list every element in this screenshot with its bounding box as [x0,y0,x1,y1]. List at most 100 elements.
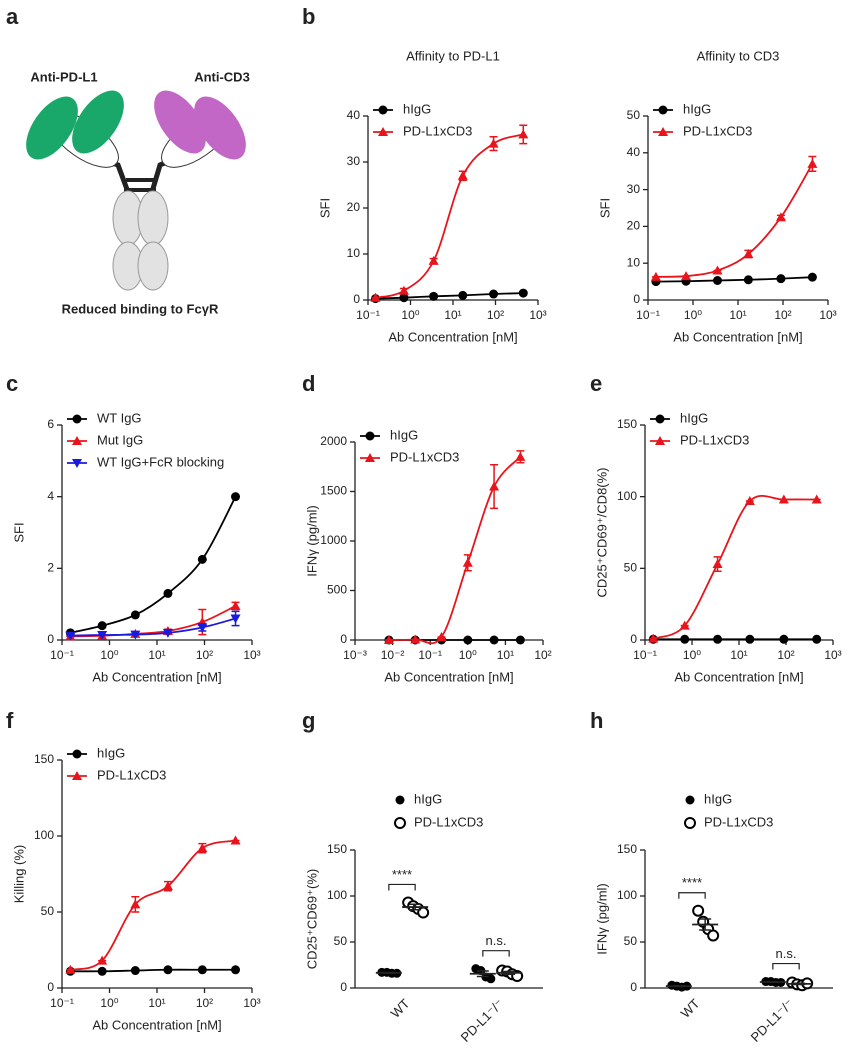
y-tick-label: 0 [630,632,637,646]
point [712,559,723,569]
x-tick-label: 10³ [824,648,841,662]
fab-pd-l1 [72,90,124,154]
y-tick-label: 100 [34,828,54,842]
x-tick-label: 10¹ [444,308,461,322]
point [399,293,409,303]
point [745,634,755,644]
point [65,964,76,974]
x-tick-label: 10⁻¹ [633,648,657,662]
series-line [652,494,817,640]
x-axis-label: Ab Concentration [nM] [674,669,803,684]
legend-marker [685,795,695,805]
panel-label: e [590,371,602,396]
point [650,271,661,281]
panel-label: d [302,371,315,396]
point [457,170,468,180]
series-line [388,456,522,645]
y-tick-label: 50 [334,934,348,948]
x-tick-label: 10⁻¹ [636,308,660,322]
series-line [655,276,813,283]
point [162,628,173,638]
y-tick-label: 20 [627,219,641,233]
y-tick-label: 100 [617,489,637,503]
point [231,492,241,502]
y-tick-label: 0 [353,292,360,306]
y-tick-label: 2000 [320,434,347,448]
point [97,630,108,640]
legend-marker [658,105,668,115]
point [681,271,692,281]
y-tick-label: 4 [47,489,54,503]
point [743,275,753,285]
legend-marker [72,771,82,780]
y-tick-label: 150 [327,842,347,856]
point [486,974,496,984]
legend-marker [72,749,82,759]
point [130,899,141,909]
point [489,289,499,299]
point [692,904,705,917]
x-tick-label: 10² [196,648,213,662]
x-tick-label: 10⁻¹ [50,996,74,1010]
y-axis-label: Killing (%) [11,845,26,904]
antibody-diagram: Anti-PD-L1 Anti-CD3 Reduced binding to F… [26,69,250,316]
series-line [70,839,236,971]
x-tick-label: 10⁻¹ [356,308,380,322]
point [231,965,241,975]
y-tick-label: 0 [47,980,54,994]
panel-label: a [6,4,19,29]
y-tick-label: 20 [347,200,361,214]
x-tick-label: 10³ [243,648,260,662]
error-bar [766,980,779,984]
point [162,881,173,891]
legend-marker [378,105,388,115]
x-tick-label: 10⁰ [100,648,118,662]
y-tick-label: 40 [627,145,641,159]
y-tick-label: 30 [627,182,641,196]
legend-label: PD-L1xCD3 [403,123,472,138]
x-tick-label: 10³ [243,996,260,1010]
point [230,835,241,845]
legend-marker [394,817,406,829]
legend-label: WT IgG [97,410,142,425]
error-bar [672,984,685,988]
series-line [70,605,236,638]
x-tick-label: 10¹ [148,996,165,1010]
point [398,285,409,295]
legend-label: hIgG [680,410,708,425]
y-tick-label: 50 [627,108,641,122]
panel-label: c [6,371,18,396]
point [776,274,786,284]
legend-marker [365,453,375,462]
point [197,843,208,853]
legend-marker [684,817,696,829]
point [648,633,659,643]
legend-label: hIgG [97,745,125,760]
x-tick-label: 10⁻¹ [50,648,74,662]
y-tick-label: 500 [327,583,347,597]
point [436,632,447,642]
legend-label: PD-L1xCD3 [683,123,752,138]
error-bar [476,970,489,978]
series-line [70,968,236,973]
y-axis-label: CD25⁺CD69⁺/CD8(%) [594,467,609,597]
legend-marker [655,436,665,445]
y-tick-label: 150 [34,752,54,766]
point [744,495,755,505]
chart-title: Affinity to PD-L1 [406,48,500,63]
y-axis-label: SFI [317,198,332,218]
y-tick-label: 50 [624,934,638,948]
point [410,634,421,644]
point [130,966,140,976]
y-axis-label: SFI [11,522,26,542]
x-tick-label: 10² [774,308,791,322]
significance-bracket [772,962,800,970]
fab-pd-l1 [26,96,78,160]
legend-label: PD-L1xCD3 [390,449,459,464]
point [383,635,394,644]
point [812,634,822,644]
point [518,288,528,298]
x-tick-label: 10² [534,648,551,662]
legend-marker [365,431,375,441]
y-axis-label: IFNγ (pg/ml) [594,883,609,955]
